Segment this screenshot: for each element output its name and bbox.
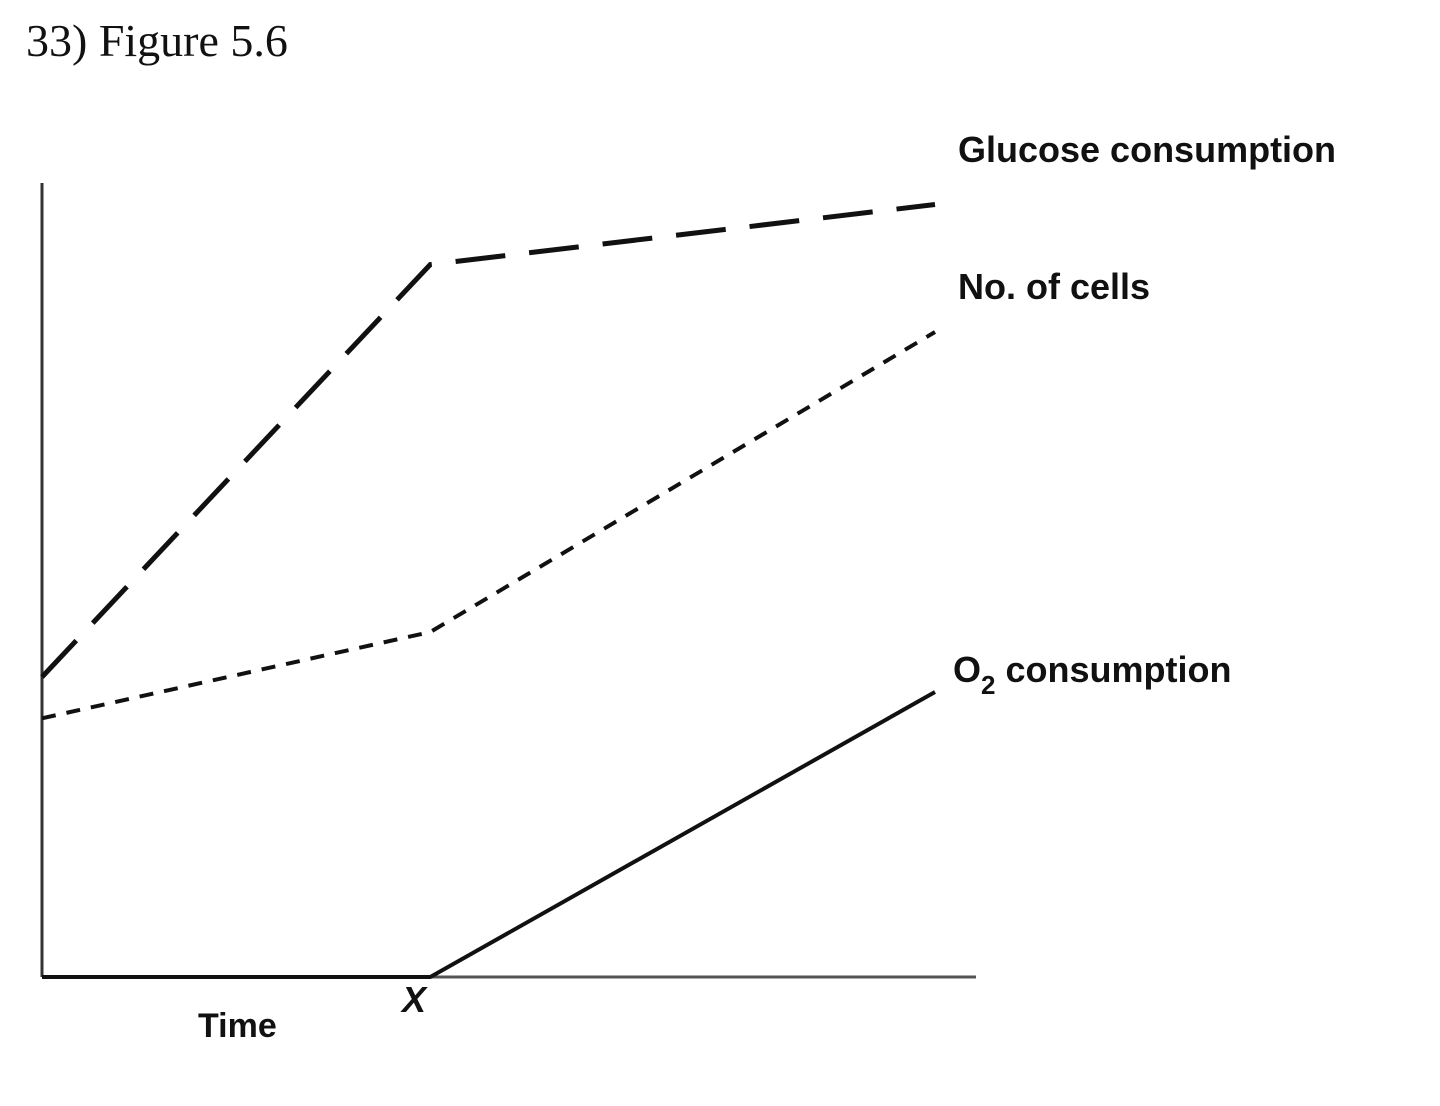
series-label-cells: No. of cells [958, 266, 1150, 307]
x-tick-label-x: X [400, 979, 428, 1020]
o2-label-main: O [953, 649, 981, 690]
x-axis-label: Time [198, 1007, 277, 1045]
o2-label-subscript: 2 [981, 670, 995, 700]
o2-label-rest: consumption [995, 649, 1231, 690]
series-line-cells [41, 330, 937, 721]
series-line-o2 [42, 690, 936, 979]
series-label-glucose: Glucose consumption [958, 129, 1336, 170]
series-line-glucose [40, 202, 936, 679]
figure-title: 33) Figure 5.6 [26, 15, 288, 66]
axes [40, 183, 976, 979]
series-label-o2: O2 consumption [953, 649, 1231, 700]
